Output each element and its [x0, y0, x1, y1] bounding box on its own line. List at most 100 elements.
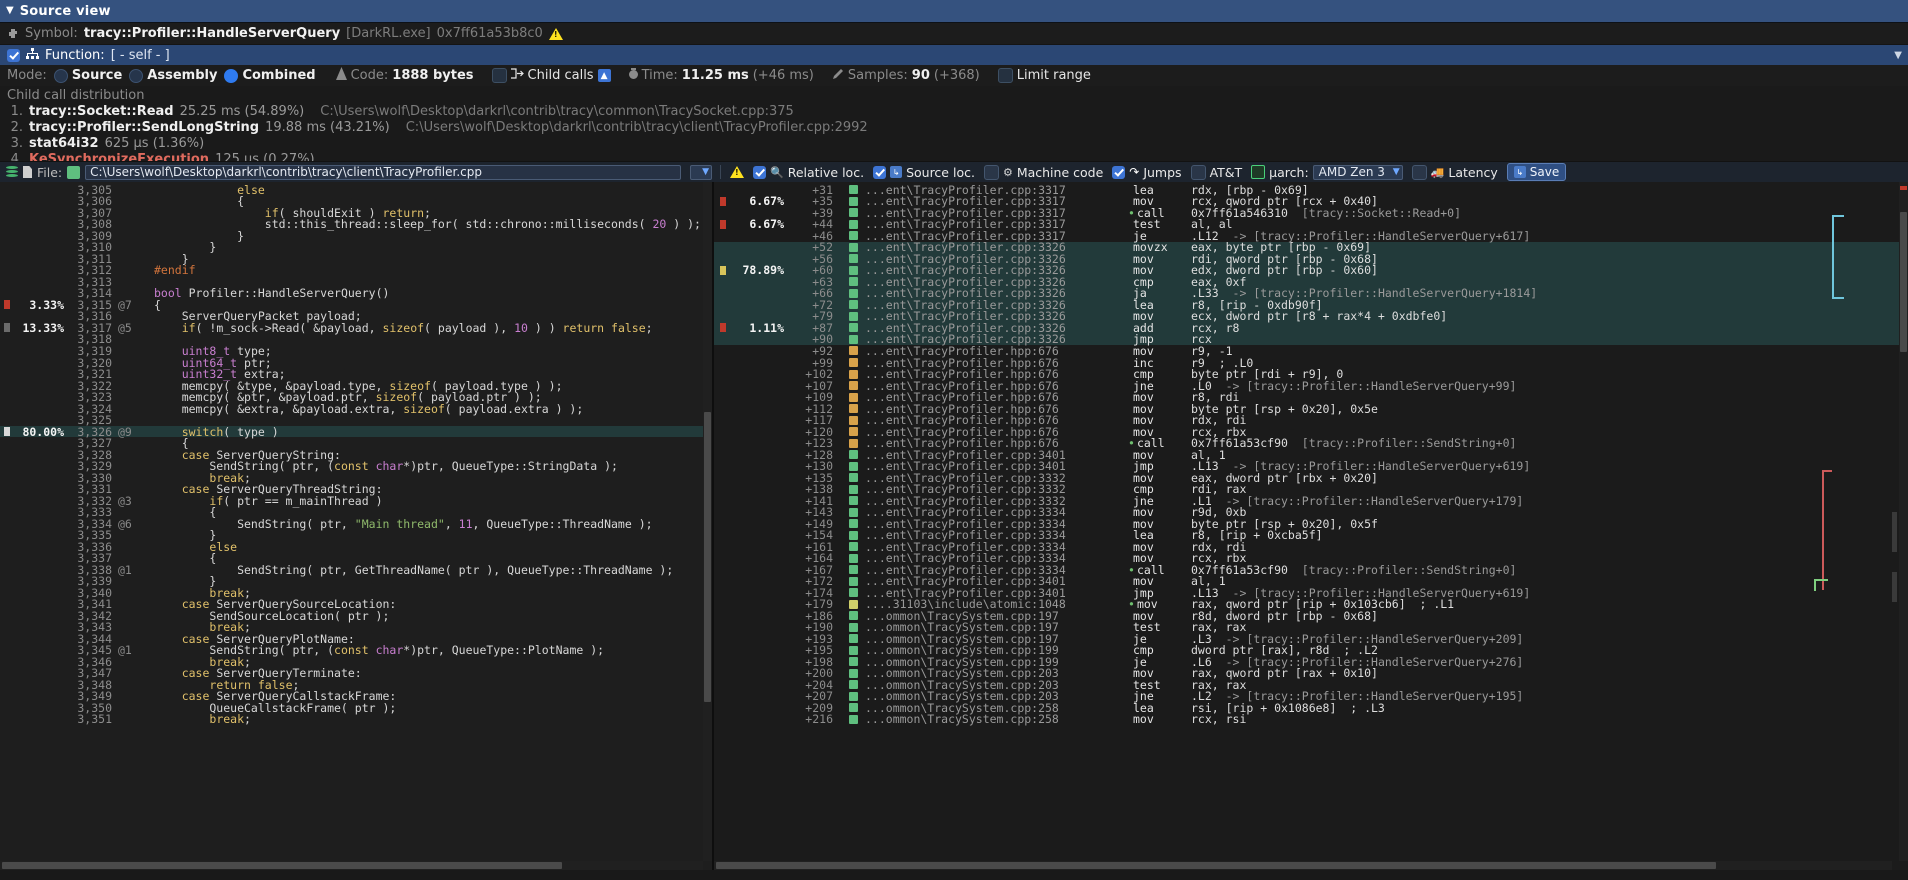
option-att[interactable]: AT&T — [1190, 164, 1242, 180]
asm-source-location[interactable]: ...ommon\TracySystem.cpp:203 — [865, 689, 1059, 704]
source-scroll-thumb[interactable] — [704, 412, 711, 702]
database-icon[interactable] — [6, 165, 18, 179]
radio-combined-icon[interactable] — [224, 68, 239, 83]
asm-source-location[interactable]: ...ent\TracyProfiler.cpp:3401 — [865, 447, 1066, 462]
source-line-row[interactable]: 3,336 else — [0, 540, 712, 554]
assembly-line-row[interactable]: +138 ...ent\TracyProfiler.cpp:3332 cmp rdi,… — [714, 482, 1908, 496]
assembly-line-row[interactable]: 1.11% +87 ...ent\TracyProfiler.cpp:3326 add… — [714, 320, 1908, 335]
asm-source-location[interactable]: ...ent\TracyProfiler.cpp:3317 — [865, 228, 1066, 243]
asm-warning-triangle-icon[interactable] — [730, 166, 744, 178]
source-line-row[interactable]: 3,322 memcpy( &type, &payload.type, size… — [0, 379, 712, 393]
assembly-line-row[interactable]: +195 ...ommon\TracySystem.cpp:199 cmp dword… — [714, 643, 1908, 658]
source-line-row[interactable]: 3,332 @3 if( ptr == m_mainThread ) — [0, 494, 712, 508]
assembly-line-row[interactable]: +135 ...ent\TracyProfiler.cpp:3332 mov eax,… — [714, 470, 1908, 485]
source-line-row[interactable]: 3,305 else — [0, 183, 712, 197]
assembly-line-row[interactable]: +167 ...ent\TracyProfiler.cpp:3334 call0x7… — [714, 562, 1908, 577]
assembly-line-row[interactable]: +172 ...ent\TracyProfiler.cpp:3401 mov al, … — [714, 574, 1908, 588]
uarch-select[interactable]: AMD Zen 3 ▼ — [1312, 164, 1403, 180]
source-line-row[interactable]: 3,343 break; — [0, 620, 712, 634]
child-calls-group[interactable]: Child calls ▲ — [491, 68, 611, 83]
source-line-row[interactable]: 3,349 case ServerQueryCallstackFrame: — [0, 689, 712, 703]
assembly-line-row[interactable]: +161 ...ent\TracyProfiler.cpp:3334 mov rdx,… — [714, 539, 1908, 554]
assembly-line-row[interactable]: +90 ...ent\TracyProfiler.cpp:3326 jmp rcx — [714, 332, 1908, 347]
assembly-line-row[interactable]: +207 ...ommon\TracySystem.cpp:203 jne .L2 -… — [714, 689, 1908, 704]
source-horizontal-scrollbar[interactable] — [0, 861, 703, 870]
assembly-line-row[interactable]: +63 ...ent\TracyProfiler.cpp:3326 cmp eax, … — [714, 275, 1908, 289]
assembly-line-row[interactable]: +149 ...ent\TracyProfiler.cpp:3334 mov byte… — [714, 517, 1908, 531]
asm-source-location[interactable]: ...ent\TracyProfiler.cpp:3326 — [865, 332, 1066, 347]
source-line-row[interactable]: 3,330 break; — [0, 471, 712, 485]
source-line-row[interactable]: 3,329 SendString( ptr, (const char*)ptr,… — [0, 459, 712, 473]
source-line-row[interactable]: 3,348 return false; — [0, 678, 712, 692]
mode-option-source[interactable]: Source — [53, 68, 122, 83]
asm-source-location[interactable]: ...ent\TracyProfiler.cpp:3326 — [865, 309, 1066, 324]
asm-source-location[interactable]: ...ent\TracyProfiler.cpp:3317 — [865, 205, 1066, 220]
asm-source-location[interactable]: ...ent\TracyProfiler.cpp:3332 — [865, 470, 1066, 485]
row-name[interactable]: tracy::Profiler::SendLongString — [29, 120, 260, 135]
warning-triangle-icon[interactable] — [548, 27, 563, 40]
asm-source-location[interactable]: ...ent\TracyProfiler.cpp:3326 — [865, 251, 1066, 266]
asm-source-location[interactable]: ...ent\TracyProfiler.cpp:3334 — [865, 562, 1066, 577]
source-line-row[interactable]: 3,320 uint64_t ptr; — [0, 356, 712, 370]
source-line-row[interactable]: 3,350 QueueCallstackFrame( ptr ); — [0, 701, 712, 715]
asm-source-location[interactable]: ...ent\TracyProfiler.cpp:3332 — [865, 493, 1066, 508]
asm-source-location[interactable]: ...ent\TracyProfiler.hpp:676 — [865, 436, 1059, 451]
radio-source-icon[interactable] — [53, 68, 68, 83]
child-call-row[interactable]: 2. tracy::Profiler::SendLongString 19.88… — [7, 120, 1901, 136]
source-line-row[interactable]: 3,319 uint8_t type; — [0, 344, 712, 358]
assembly-line-row[interactable]: +200 ...ommon\TracySystem.cpp:203 mov rax, … — [714, 666, 1908, 681]
source-hscroll-thumb[interactable] — [2, 862, 562, 869]
source-line-row[interactable]: 3,311 } — [0, 252, 712, 266]
asm-source-location[interactable]: ...ent\TracyProfiler.cpp:3334 — [865, 539, 1066, 554]
asm-source-location[interactable]: ...ommon\TracySystem.cpp:199 — [865, 643, 1059, 658]
option-machine-code[interactable]: ⚙ Machine code — [983, 164, 1103, 180]
source-line-row[interactable]: 3,346 break; — [0, 655, 712, 669]
source-line-row[interactable]: 13.33% 3,317 @5 if( !m_sock->Read( &payloa… — [0, 321, 712, 335]
assembly-line-row[interactable]: +46 ...ent\TracyProfiler.cpp:3317 je .L12 -… — [714, 228, 1908, 243]
limit-range-checkbox[interactable] — [997, 68, 1013, 83]
row-name[interactable]: tracy::Socket::Read — [29, 104, 174, 119]
assembly-pane[interactable]: +31 ...ent\TracyProfiler.cpp:3317 lea rdx, … — [714, 182, 1908, 870]
source-line-row[interactable]: 3,347 case ServerQueryTerminate: — [0, 666, 712, 680]
assembly-line-row[interactable]: +141 ...ent\TracyProfiler.cpp:3332 jne .L1 … — [714, 493, 1908, 508]
asm-source-location[interactable]: ...ent\TracyProfiler.hpp:676 — [865, 343, 1059, 358]
source-line-row[interactable]: 3,351 break; — [0, 712, 712, 726]
asm-source-location[interactable]: ...ent\TracyProfiler.cpp:3326 — [865, 286, 1066, 301]
assembly-line-row[interactable]: +72 ...ent\TracyProfiler.cpp:3326 lea r8, [… — [714, 298, 1908, 312]
assembly-line-row[interactable]: +123 ...ent\TracyProfiler.hpp:676 call0x7f… — [714, 436, 1908, 451]
asm-source-location[interactable]: ...ommon\TracySystem.cpp:203 — [865, 666, 1059, 681]
function-value[interactable]: [ - self - ] — [110, 47, 170, 63]
asm-source-location[interactable]: ...ent\TracyProfiler.cpp:3326 — [865, 320, 1066, 335]
row-name[interactable]: KeSynchronizeExecution — [29, 152, 210, 161]
source-line-row[interactable]: 3,323 memcpy( &ptr, &payload.ptr, sizeof… — [0, 390, 712, 404]
assembly-line-row[interactable]: 6.67% +44 ...ent\TracyProfiler.cpp:3317 tes… — [714, 217, 1908, 232]
source-line-row[interactable]: 3,313 — [0, 275, 712, 289]
source-vertical-scrollbar[interactable] — [703, 182, 712, 861]
machine-code-checkbox[interactable] — [983, 164, 999, 180]
source-line-row[interactable]: 3,310 } — [0, 240, 712, 254]
assembly-line-row[interactable]: +79 ...ent\TracyProfiler.cpp:3326 mov ecx, … — [714, 309, 1908, 324]
source-line-row[interactable]: 3,331 case ServerQueryThreadString: — [0, 482, 712, 496]
assembly-line-row[interactable]: +117 ...ent\TracyProfiler.hpp:676 mov rdx, … — [714, 413, 1908, 427]
save-button[interactable]: ↳ Save — [1506, 163, 1567, 181]
asm-source-location[interactable]: ...ent\TracyProfiler.cpp:3317 — [865, 217, 1066, 232]
asm-source-location[interactable]: ...ent\TracyProfiler.hpp:676 — [865, 401, 1059, 416]
assembly-line-row[interactable]: +112 ...ent\TracyProfiler.hpp:676 mov byte … — [714, 401, 1908, 416]
source-line-row[interactable]: 3,344 case ServerQueryPlotName: — [0, 632, 712, 646]
option-relative-loc[interactable]: 🔍 Relative loc. — [753, 165, 864, 180]
source-code-area[interactable]: 3,305 else 3,306 {3,307 if( shouldExit ) … — [0, 182, 712, 726]
source-line-row[interactable]: 80.00% 3,326 @9 switch( type ) — [0, 425, 712, 439]
assembly-line-row[interactable]: +143 ...ent\TracyProfiler.cpp:3334 mov r9d,… — [714, 505, 1908, 519]
assembly-line-row[interactable]: 78.89% +60 ...ent\TracyProfiler.cpp:3326 mo… — [714, 263, 1908, 277]
assembly-line-row[interactable]: +190 ...ommon\TracySystem.cpp:197 test rax,… — [714, 620, 1908, 634]
asm-source-location[interactable]: ....31103\include\atomic:1048 — [865, 597, 1066, 612]
assembly-line-row[interactable]: +179 ....31103\include\atomic:1048 movrax,… — [714, 597, 1908, 612]
child-calls-expand-icon[interactable]: ▲ — [597, 69, 611, 82]
limit-range-group[interactable]: Limit range — [997, 68, 1091, 83]
source-line-row[interactable]: 3,306 { — [0, 194, 712, 208]
source-line-row[interactable]: 3,325 — [0, 413, 712, 427]
assembly-line-row[interactable]: +164 ...ent\TracyProfiler.cpp:3334 mov rcx,… — [714, 551, 1908, 565]
function-bar[interactable]: Function: [ - self - ] ▼ — [0, 45, 1908, 65]
collapse-triangle-icon[interactable]: ▼ — [6, 5, 14, 16]
assembly-line-row[interactable]: +174 ...ent\TracyProfiler.cpp:3401 jmp .L13… — [714, 586, 1908, 600]
